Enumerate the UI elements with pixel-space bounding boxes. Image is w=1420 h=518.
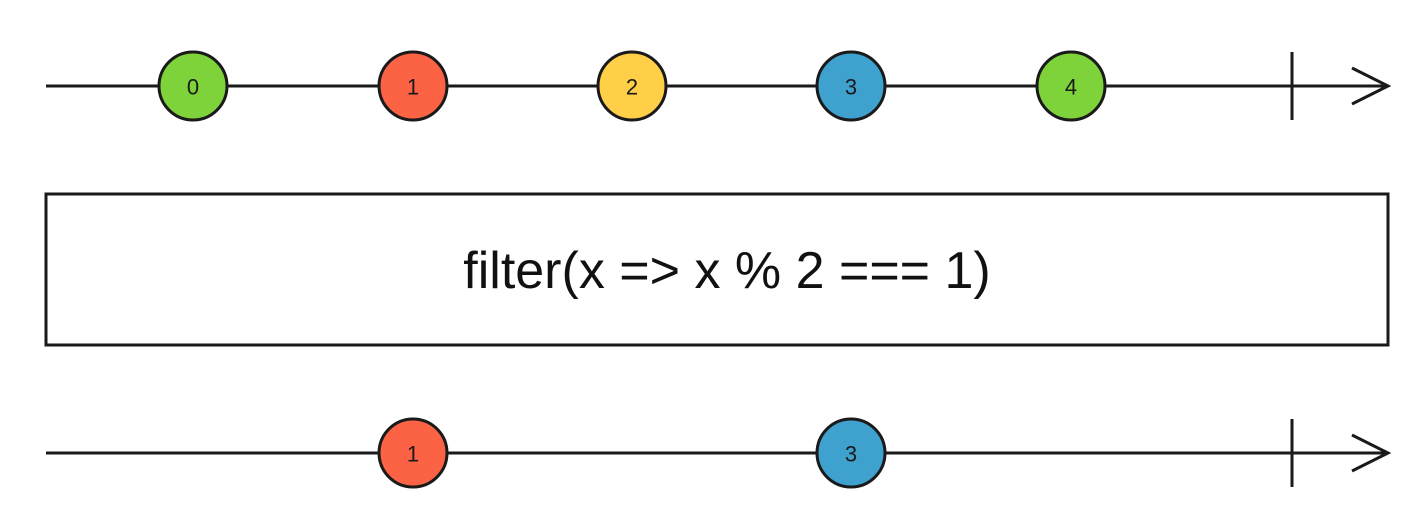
input-marble-circle <box>377 50 449 122</box>
output-marble-circle <box>377 417 449 489</box>
input-marble-circle <box>1035 50 1107 122</box>
input-timeline: 0 1 2 3 4 <box>46 50 1392 122</box>
output-marble: 3 <box>815 417 887 489</box>
output-marble-label: 1 <box>407 442 419 467</box>
operator-box <box>44 192 1390 347</box>
input-marble: 2 <box>596 50 668 122</box>
input-marble: 1 <box>377 50 449 122</box>
input-marble-label: 4 <box>1065 75 1077 100</box>
input-timeline-arrowhead <box>1351 66 1392 106</box>
input-marble-label: 0 <box>187 75 199 100</box>
output-timeline-arrowhead <box>1351 433 1392 473</box>
operator: filter(x => x % 2 === 1) <box>44 192 1390 347</box>
input-marble-label: 2 <box>626 75 638 100</box>
output-marble: 1 <box>377 417 449 489</box>
output-marble-label: 3 <box>845 442 857 467</box>
input-marble-circle <box>157 50 229 122</box>
operator-label: filter(x => x % 2 === 1) <box>463 242 990 300</box>
input-marble-label: 3 <box>845 75 857 100</box>
output-marble-circle <box>815 417 887 489</box>
input-marble-circle <box>815 50 887 122</box>
input-marble: 0 <box>157 50 229 122</box>
input-marble: 4 <box>1035 50 1107 122</box>
input-marbles: 0 1 2 3 4 <box>157 50 1107 122</box>
input-marble-label: 1 <box>407 75 419 100</box>
input-marble: 3 <box>815 50 887 122</box>
input-marble-circle <box>596 50 668 122</box>
